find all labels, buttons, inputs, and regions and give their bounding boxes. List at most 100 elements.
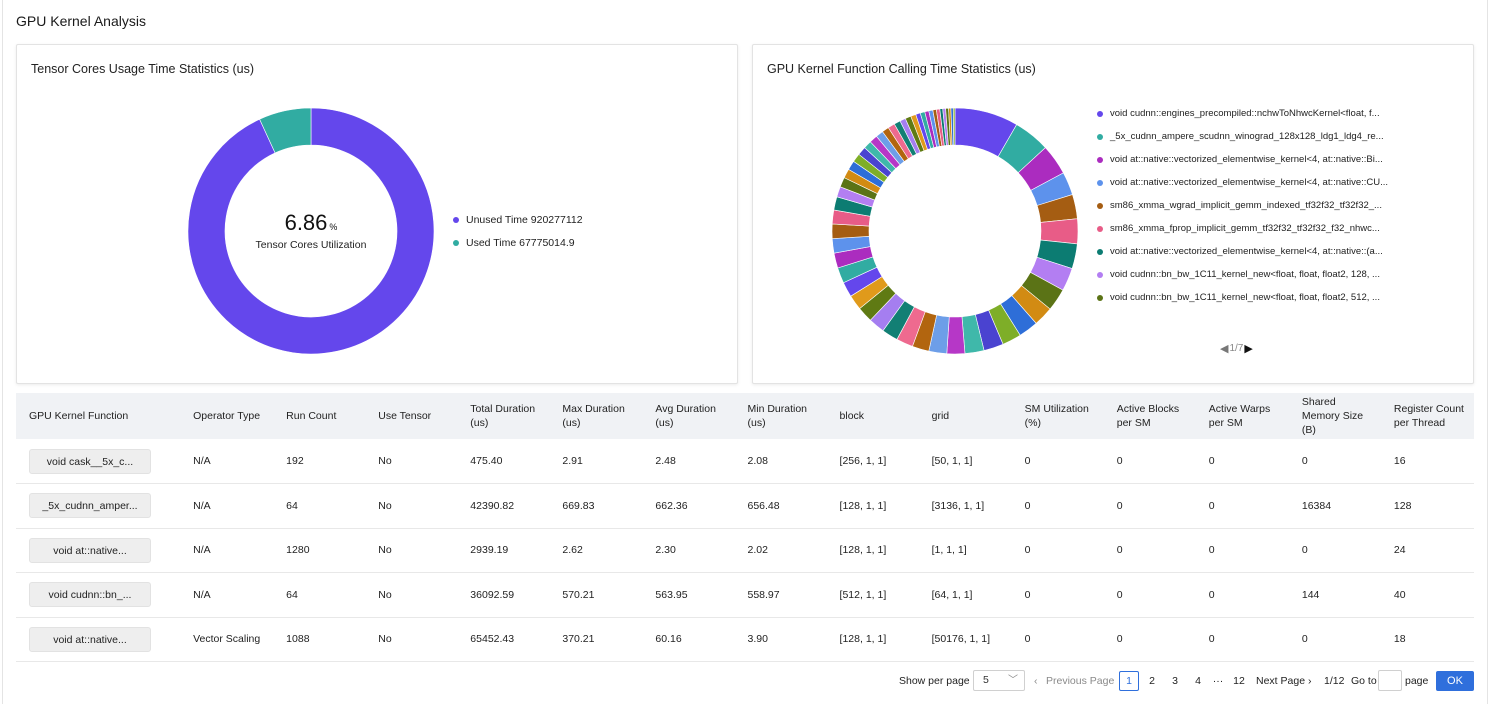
kernel-slice[interactable] (1040, 218, 1079, 245)
table-cell: 2.02 (734, 528, 827, 573)
column-header: block (839, 410, 865, 422)
table-cell: No (365, 439, 458, 484)
kernel-slice[interactable] (952, 107, 956, 146)
column-header: Shared Memory Size (B) (1301, 396, 1364, 436)
per-page-select[interactable]: 5 ﹀ (973, 670, 1025, 691)
table-cell: 0 (1288, 439, 1381, 484)
table-cell: Vector Scaling (180, 617, 274, 662)
table-cell: No (365, 617, 458, 662)
legend-item[interactable]: void cudnn::bn_bw_1C11_kernel_new<float,… (1097, 286, 1388, 309)
tensor-cores-legend: Unused Time 920277112 Used Time 67775014… (453, 208, 583, 254)
legend-item[interactable]: void at::native::vectorized_elementwise_… (1097, 148, 1388, 171)
table-cell: 65452.43 (457, 617, 550, 662)
legend-item[interactable]: sm86_xmma_fprop_implicit_gemm_tf32f32_tf… (1097, 217, 1388, 240)
table-cell: 3.90 (734, 617, 827, 662)
legend-item[interactable]: void cudnn::bn_bw_1C11_kernel_new<float,… (1097, 263, 1388, 286)
kernel-function-button[interactable]: void cudnn::bn_... (29, 582, 151, 608)
table-cell: 192 (273, 439, 366, 484)
kernel-calling-time-card: GPU Kernel Function Calling Time Statist… (752, 44, 1474, 384)
legend-label: void cudnn::engines_precompiled::nchwToN… (1110, 108, 1380, 119)
used-time-slice[interactable] (259, 107, 312, 154)
column-header: SM Utilization (%) (1024, 403, 1089, 429)
legend-prev-icon[interactable]: ◀ (1220, 343, 1229, 355)
legend-label: Used Time 67775014.9 (466, 236, 575, 249)
table-cell: N/A (180, 572, 274, 618)
ok-button[interactable]: OK (1436, 671, 1474, 691)
prev-page-button[interactable]: Previous Page (1046, 675, 1115, 687)
table-cell: [256, 1, 1] (826, 439, 919, 484)
per-page-value: 5 (983, 674, 989, 686)
table-cell: 0 (1195, 483, 1289, 529)
column-header: Total Duration (us) (470, 403, 536, 429)
table-cell: 144 (1288, 572, 1381, 618)
kernel-slice[interactable] (831, 223, 870, 239)
legend-item[interactable]: void at::native::vectorized_elementwise_… (1097, 171, 1388, 194)
page-ellipsis[interactable]: ··· (1212, 675, 1224, 687)
utilization-unit: % (329, 222, 338, 232)
kernel-function-button[interactable]: void at::native... (29, 537, 151, 563)
next-page-button[interactable]: Next Page (1256, 675, 1306, 687)
table-cell: 60.16 (642, 617, 735, 662)
table-cell: 0 (1288, 617, 1381, 662)
legend-label: void cudnn::bn_bw_1C11_kernel_new<float,… (1110, 292, 1380, 303)
legend-dot (1097, 156, 1103, 163)
legend-item[interactable]: void at::native::vectorized_elementwise_… (1097, 240, 1388, 263)
table-cell: 0 (1195, 572, 1289, 618)
legend-dot (1097, 271, 1103, 278)
legend-dot (1097, 133, 1103, 140)
table-cell: 1088 (273, 617, 366, 662)
legend-next-icon[interactable]: ▶ (1244, 343, 1253, 355)
table-cell: [3136, 1, 1] (918, 483, 1012, 529)
legend-dot (1097, 225, 1103, 232)
legend-item[interactable]: void cudnn::engines_precompiled::nchwToN… (1097, 102, 1388, 125)
legend-label: sm86_xmma_wgrad_implicit_gemm_indexed_tf… (1110, 200, 1382, 211)
unused-time-slice[interactable] (187, 107, 435, 355)
next-page-icon[interactable]: › (1308, 675, 1312, 687)
page-12-button[interactable]: 12 (1233, 675, 1245, 687)
table-cell: 16 (1380, 439, 1474, 484)
table-cell: [1, 1, 1] (918, 528, 1012, 573)
table-cell: N/A (180, 483, 274, 529)
table-cell: 2.30 (642, 528, 735, 573)
table-cell: 563.95 (642, 572, 735, 618)
table-cell: [128, 1, 1] (826, 483, 919, 529)
table-header-row: GPU Kernel Function Operator Type Run Coun… (16, 393, 1474, 439)
legend-dot (1097, 110, 1103, 117)
page-3-button[interactable]: 3 (1172, 675, 1178, 687)
legend-item-used[interactable]: Used Time 67775014.9 (453, 231, 583, 254)
legend-label: _5x_cudnn_ampere_scudnn_winograd_128x128… (1110, 131, 1384, 142)
table-cell: 2.48 (642, 439, 735, 484)
utilization-number: 6.86 (284, 210, 328, 235)
prev-page-icon: ‹ (1034, 675, 1038, 687)
kernel-slice[interactable] (946, 316, 966, 355)
table-cell: No (365, 483, 458, 529)
legend-item[interactable]: _5x_cudnn_ampere_scudnn_winograd_128x128… (1097, 125, 1388, 148)
legend-label: void cudnn::bn_bw_1C11_kernel_new<float,… (1110, 269, 1380, 280)
legend-pager: ◀ 1/7 ▶ (1220, 342, 1253, 355)
table-cell: 0 (1288, 528, 1381, 573)
table-cell: [512, 1, 1] (826, 572, 919, 618)
table-cell: N/A (180, 439, 274, 484)
page-1-button[interactable]: 1 (1119, 671, 1139, 691)
kernel-function-button[interactable]: void cask__5x_c... (29, 448, 151, 474)
table-cell: [50, 1, 1] (918, 439, 1012, 484)
legend-item[interactable]: sm86_xmma_wgrad_implicit_gemm_indexed_tf… (1097, 194, 1388, 217)
table-cell: 0 (1011, 483, 1104, 529)
kernel-function-button[interactable]: void at::native... (29, 626, 151, 652)
kernel-function-button[interactable]: _5x_cudnn_amper... (29, 493, 151, 519)
page-4-button[interactable]: 4 (1195, 675, 1201, 687)
show-per-page-label: Show per page (899, 675, 970, 687)
table-cell: 570.21 (549, 572, 643, 618)
goto-page-input[interactable] (1378, 670, 1402, 691)
column-header: Avg Duration (us) (655, 403, 716, 429)
legend-item-unused[interactable]: Unused Time 920277112 (453, 208, 583, 231)
page-2-button[interactable]: 2 (1149, 675, 1155, 687)
table-cell: 18 (1380, 617, 1474, 662)
table-cell: 36092.59 (457, 572, 550, 618)
table-cell: 475.40 (457, 439, 550, 484)
kernel-function-cell: void at::native... (16, 617, 181, 662)
legend-dot (453, 216, 459, 223)
table-cell: 2.62 (549, 528, 643, 573)
kernel-function-cell: _5x_cudnn_amper... (16, 483, 181, 529)
kernel-function-cell: void cudnn::bn_... (16, 572, 181, 618)
